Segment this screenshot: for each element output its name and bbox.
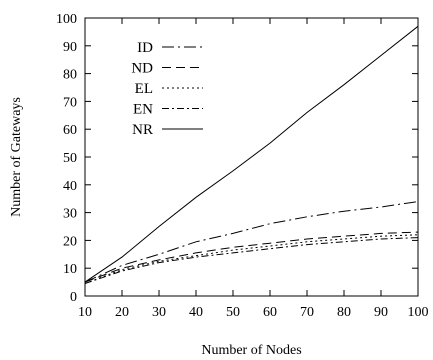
x-axis-label: Number of Nodes bbox=[201, 343, 301, 358]
x-tick-label: 70 bbox=[300, 305, 314, 320]
legend: ID ND EL EN NR bbox=[131, 40, 203, 138]
legend-label-id: ID bbox=[137, 40, 153, 56]
legend-label-en: EN bbox=[133, 102, 153, 118]
series-line-el bbox=[84, 234, 419, 284]
x-tick-label: 80 bbox=[337, 305, 351, 320]
legend-label-nd: ND bbox=[131, 61, 153, 77]
y-tick-label: 100 bbox=[56, 12, 77, 27]
series-line-id bbox=[84, 201, 419, 283]
x-tick-label: 100 bbox=[408, 305, 429, 320]
x-tick-label: 40 bbox=[189, 305, 203, 320]
series-group bbox=[84, 25, 419, 284]
y-tick-label: 0 bbox=[70, 290, 77, 305]
series-line-nr bbox=[84, 25, 419, 283]
y-tick-label: 60 bbox=[63, 123, 77, 138]
x-tick-label: 20 bbox=[115, 305, 129, 320]
legend-label-nr: NR bbox=[132, 122, 153, 138]
y-tick-label: 90 bbox=[63, 40, 77, 55]
x-tick-label: 90 bbox=[374, 305, 388, 320]
x-tick-label: 10 bbox=[78, 305, 92, 320]
y-tick-label: 30 bbox=[63, 207, 77, 222]
x-tick-label: 50 bbox=[226, 305, 240, 320]
tick-group: 10 20 30 40 50 60 70 80 90 1000102030405060708090… bbox=[56, 12, 429, 320]
y-tick-label: 10 bbox=[63, 262, 77, 277]
x-tick-label: 30 bbox=[152, 305, 166, 320]
y-tick-label: 40 bbox=[63, 179, 77, 194]
y-tick-label: 80 bbox=[63, 68, 77, 83]
x-tick-label: 60 bbox=[263, 305, 277, 320]
y-tick-label: 70 bbox=[63, 95, 77, 110]
series-line-nd bbox=[84, 231, 419, 283]
y-axis-label: Number of Gateways bbox=[9, 97, 24, 217]
legend-label-el: EL bbox=[135, 81, 153, 97]
series-line-en bbox=[84, 237, 419, 284]
y-tick-label: 20 bbox=[63, 234, 77, 249]
y-tick-label: 50 bbox=[63, 151, 77, 166]
